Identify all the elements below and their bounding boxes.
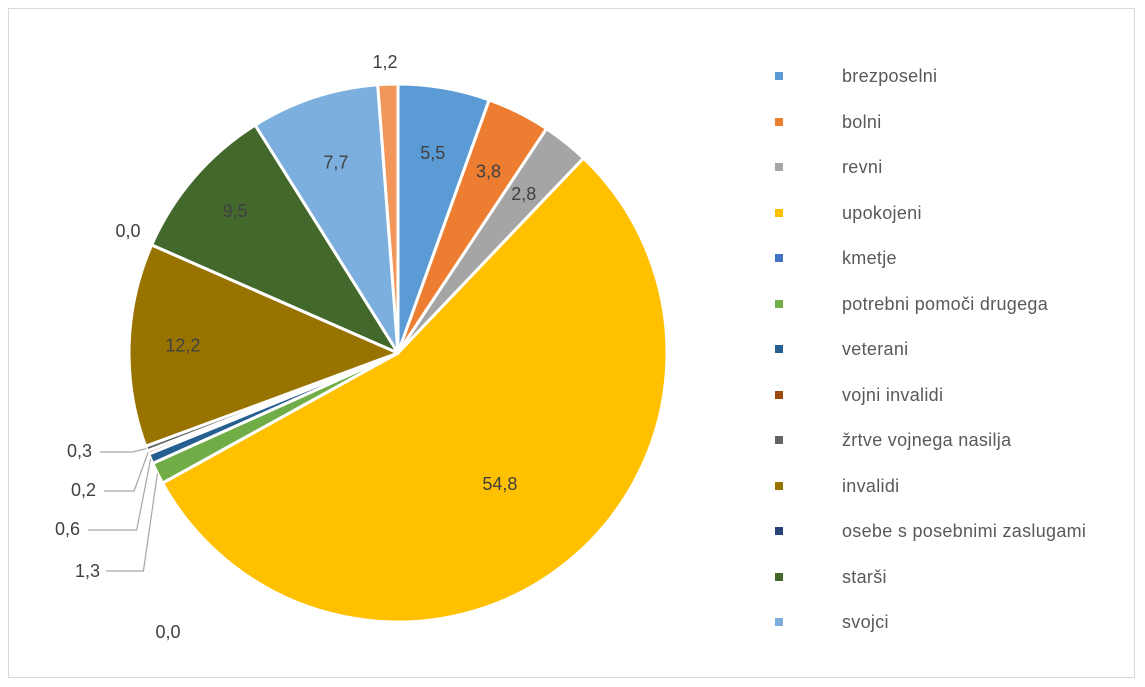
- legend-swatch: [775, 572, 783, 581]
- pie-slices: [127, 82, 669, 624]
- legend-swatch: [775, 254, 783, 262]
- legend: brezposelni bolni revni upokojeni kmetje potr…: [775, 62, 1135, 654]
- legend-item: brezposelni: [775, 62, 1135, 108]
- slice-data-label: 3,8: [476, 161, 501, 181]
- legend-label: veterani: [842, 339, 909, 359]
- legend-item: upokojeni: [775, 199, 1135, 245]
- data-labels: 5,5 3,8 2,8 54,8 0,0 1,3 0,6 0,2 0,3 12,2 0,0 9,5 7,…: [55, 52, 536, 642]
- legend-swatch: [775, 618, 783, 626]
- slice-data-label: 0,0: [115, 221, 140, 241]
- legend-item: bolni: [775, 108, 1135, 154]
- leader-line: [100, 447, 147, 453]
- legend-label: žrtve vojnega nasilja: [842, 430, 1012, 450]
- legend-item: kmetje: [775, 244, 1135, 290]
- legend-swatch: [775, 436, 783, 444]
- legend-label: starši: [842, 566, 887, 587]
- slice-data-label: 0,3: [67, 441, 92, 461]
- leader-lines: [88, 447, 159, 572]
- legend-item: veterani: [775, 335, 1135, 381]
- slice-data-label: 9,5: [223, 201, 248, 221]
- legend-swatch: [775, 117, 783, 126]
- slice-data-label: 7,7: [323, 153, 348, 173]
- legend-label: brezposelni: [842, 66, 938, 86]
- legend-swatch: [775, 345, 783, 353]
- legend-label: potrebni pomoči drugega: [842, 293, 1049, 314]
- legend-item: starši: [775, 563, 1135, 609]
- slice-data-label: 5,5: [420, 143, 445, 163]
- legend-item: potrebni pomoči drugega: [775, 290, 1135, 336]
- legend-label: bolni: [842, 111, 882, 132]
- legend-swatch: [775, 481, 783, 490]
- slice-data-label: 1,3: [75, 561, 100, 581]
- leader-line: [88, 458, 152, 531]
- slice-data-label: 54,8: [482, 474, 517, 494]
- legend-swatch: [775, 299, 783, 308]
- slice-data-label: 2,8: [511, 184, 536, 204]
- legend-item: revni: [775, 153, 1135, 199]
- legend-label: invalidi: [842, 475, 900, 496]
- leader-line: [106, 473, 159, 572]
- legend-item: invalidi: [775, 472, 1135, 518]
- legend-label: revni: [842, 157, 883, 177]
- legend-swatch: [775, 527, 783, 535]
- legend-label: kmetje: [842, 248, 897, 268]
- pie-slice: [127, 243, 400, 448]
- legend-item: vojni invalidi: [775, 381, 1135, 427]
- legend-swatch: [775, 163, 783, 171]
- slice-data-label: 0,6: [55, 519, 80, 539]
- pie-slice: [376, 82, 400, 355]
- legend-swatch: [775, 72, 783, 80]
- legend-label: osebe s posebnimi zaslugami: [842, 521, 1087, 541]
- leader-line: [104, 452, 149, 492]
- legend-item: svojci: [775, 608, 1135, 654]
- pie-slice: [161, 156, 669, 624]
- legend-swatch: [775, 390, 783, 399]
- legend-swatch: [775, 208, 783, 217]
- legend-item: žrtve vojnega nasilja: [775, 426, 1135, 472]
- pie-slice: [253, 83, 400, 355]
- slice-data-label: 1,2: [372, 52, 397, 72]
- legend-label: upokojeni: [842, 202, 922, 223]
- legend-label: vojni invalidi: [842, 384, 944, 405]
- slice-data-label: 0,0: [155, 622, 180, 642]
- legend-label: svojci: [842, 612, 889, 632]
- slice-data-label: 12,2: [165, 335, 200, 355]
- slice-data-label: 0,2: [71, 480, 96, 500]
- pie-slice: [150, 123, 400, 355]
- legend-item: osebe s posebnimi zaslugami: [775, 517, 1135, 563]
